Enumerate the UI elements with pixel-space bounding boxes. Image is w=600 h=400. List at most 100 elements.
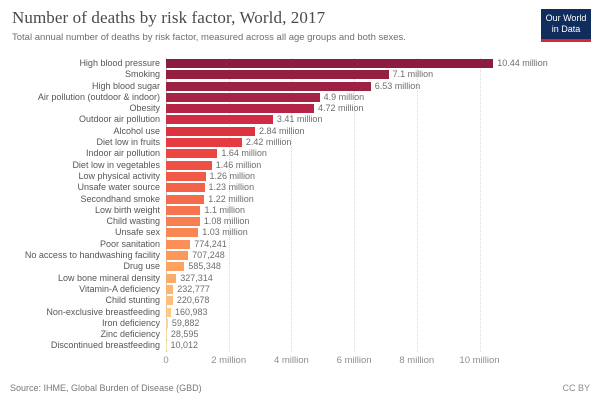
bar[interactable] — [166, 171, 206, 181]
bar-row[interactable]: Obesity 4.72 million — [0, 103, 600, 114]
bar-row[interactable]: Child stunting 220,678 — [0, 295, 600, 306]
bar-row[interactable]: Unsafe water source 1.23 million — [0, 182, 600, 193]
bar[interactable] — [166, 205, 201, 215]
bar[interactable] — [166, 307, 172, 317]
bar[interactable] — [166, 92, 320, 102]
bar[interactable] — [166, 284, 174, 294]
bar-track: 7.1 million — [166, 69, 600, 80]
owid-logo-red-strip — [541, 39, 591, 42]
bar-row[interactable]: Diet low in vegetables 1.46 million — [0, 160, 600, 171]
bar-track: 1.22 million — [166, 194, 600, 205]
bar[interactable] — [166, 239, 191, 249]
bar[interactable] — [166, 217, 200, 227]
bar[interactable] — [166, 149, 218, 159]
bar[interactable] — [166, 341, 167, 351]
category-label: Child wasting — [106, 216, 160, 227]
bar[interactable] — [166, 228, 199, 238]
category-label: Diet low in vegetables — [72, 159, 160, 170]
category-label: Diet low in fruits — [96, 137, 160, 148]
value-label: 1.08 million — [203, 216, 250, 227]
bar-track: 585,348 — [166, 261, 600, 272]
value-label: 4.72 million — [317, 103, 364, 114]
bar-track: 232,777 — [166, 284, 600, 295]
category-label: Child stunting — [105, 295, 160, 306]
value-label: 1.64 million — [221, 148, 267, 159]
bar-row[interactable]: Low birth weight 1.1 million — [0, 205, 600, 216]
category-label: Low birth weight — [94, 204, 160, 215]
bar-row[interactable]: Drug use 585,348 — [0, 261, 600, 272]
bar[interactable] — [166, 318, 168, 328]
value-label: 1.1 million — [204, 204, 246, 215]
bar[interactable] — [166, 81, 371, 91]
x-axis: 0 2 million 4 million 6 million 8 million 10 … — [0, 355, 600, 369]
bar-track: 220,678 — [166, 295, 600, 306]
bar-row[interactable]: Unsafe sex 1.03 million — [0, 227, 600, 238]
bar-row[interactable]: High blood pressure 10.44 million — [0, 58, 600, 69]
value-label: 327,314 — [180, 272, 213, 283]
owid-logo[interactable]: Our World in Data — [541, 9, 591, 42]
bar[interactable] — [166, 126, 256, 136]
bar[interactable] — [166, 138, 242, 148]
bar-row[interactable]: Indoor air pollution 1.64 million — [0, 148, 600, 159]
bar[interactable] — [166, 262, 185, 272]
value-label: 6.53 million — [374, 80, 421, 91]
chart-subtitle: Total annual number of deaths by risk fa… — [12, 32, 406, 43]
category-label: No access to handwashing facility — [24, 250, 160, 261]
bar[interactable] — [166, 273, 177, 283]
bar-row[interactable]: Low physical activity 1.26 million — [0, 171, 600, 182]
license-note[interactable]: CC BY — [562, 383, 590, 393]
chart-header: Number of deaths by risk factor, World, … — [12, 8, 530, 43]
bar-row[interactable]: Non-exclusive breastfeeding 160,983 — [0, 307, 600, 318]
category-label: Non-exclusive breastfeeding — [46, 306, 160, 317]
bar[interactable] — [166, 115, 273, 125]
bar-row[interactable]: No access to handwashing facility 707,248 — [0, 250, 600, 261]
bar-track: 1.08 million — [166, 216, 600, 227]
bar-row[interactable]: Diet low in fruits 2.42 million — [0, 137, 600, 148]
value-label: 585,348 — [188, 261, 221, 272]
value-label: 232,777 — [177, 283, 210, 294]
bar-row[interactable]: Zinc deficiency 28,595 — [0, 329, 600, 340]
bar[interactable] — [166, 70, 389, 80]
value-label: 59,882 — [171, 317, 200, 328]
bar-track: 160,983 — [166, 307, 600, 318]
bar-row[interactable]: Poor sanitation 774,241 — [0, 239, 600, 250]
bar-track: 3.41 million — [166, 114, 600, 125]
x-tick-label: 6 million — [336, 355, 372, 366]
category-label: Smoking — [124, 69, 160, 80]
bar-chart: High blood pressure 10.44 million Smoking 7… — [0, 58, 600, 366]
value-label: 707,248 — [192, 250, 225, 261]
category-label: High blood pressure — [79, 58, 160, 68]
category-label: Zinc deficiency — [100, 329, 160, 340]
bar-row[interactable]: High blood sugar 6.53 million — [0, 81, 600, 92]
bar-row[interactable]: Secondhand smoke 1.22 million — [0, 194, 600, 205]
chart-title: Number of deaths by risk factor, World, … — [12, 8, 326, 27]
bar[interactable] — [166, 194, 205, 204]
category-label: Drug use — [123, 261, 160, 272]
bar-track: 707,248 — [166, 250, 600, 261]
bar-row[interactable]: Alcohol use 2.84 million — [0, 126, 600, 137]
bar-row[interactable]: Low bone mineral density 327,314 — [0, 273, 600, 284]
bar-track: 4.72 million — [166, 103, 600, 114]
bar[interactable] — [166, 104, 314, 114]
bar[interactable] — [166, 160, 212, 170]
value-label: 220,678 — [176, 295, 210, 306]
bar-track: 2.84 million — [166, 126, 600, 137]
value-label: 1.46 million — [215, 159, 262, 170]
bar-track: 774,241 — [166, 239, 600, 250]
bar-track: 10,012 — [166, 340, 600, 351]
value-label: 10,012 — [170, 340, 199, 351]
bar-row[interactable]: Iron deficiency 59,882 — [0, 318, 600, 329]
bar[interactable] — [166, 183, 205, 193]
bar[interactable] — [166, 330, 167, 340]
category-label: Iron deficiency — [101, 317, 160, 328]
bar[interactable] — [166, 251, 189, 261]
category-label: Indoor air pollution — [85, 148, 160, 159]
bar-row[interactable]: Discontinued breastfeeding 10,012 — [0, 340, 600, 351]
bar[interactable] — [166, 59, 494, 68]
bar-row[interactable]: Child wasting 1.08 million — [0, 216, 600, 227]
bar-row[interactable]: Smoking 7.1 million — [0, 69, 600, 80]
bar[interactable] — [166, 296, 173, 306]
bar-row[interactable]: Air pollution (outdoor & indoor) 4.9 mill… — [0, 92, 600, 103]
bar-row[interactable]: Vitamin-A deficiency 232,777 — [0, 284, 600, 295]
bar-row[interactable]: Outdoor air pollution 3.41 million — [0, 114, 600, 125]
